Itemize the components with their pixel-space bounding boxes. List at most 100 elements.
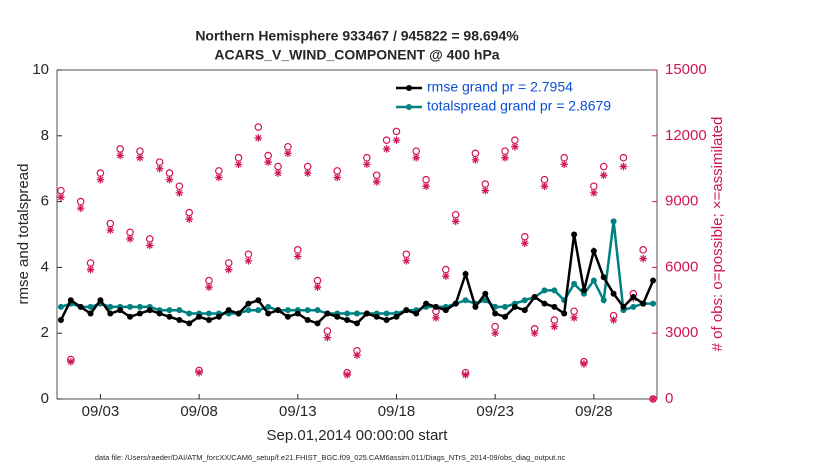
point xyxy=(245,300,252,307)
point xyxy=(166,307,173,314)
assimilated-marker xyxy=(353,351,361,359)
possible-marker xyxy=(619,153,628,162)
assimilated-marker xyxy=(451,217,460,226)
possible-marker xyxy=(333,167,342,175)
possible-marker xyxy=(392,127,401,136)
point xyxy=(67,297,74,304)
point xyxy=(363,310,370,317)
possible-marker xyxy=(264,151,272,160)
footnote: data file: /Users/raeder/DAI/ATM_forcXX/… xyxy=(95,453,566,462)
possible-marker xyxy=(155,158,164,166)
assimilated-marker xyxy=(442,272,450,280)
assimilated-marker xyxy=(67,357,75,366)
possible-marker xyxy=(284,142,292,151)
point xyxy=(541,300,548,307)
possible-marker xyxy=(382,136,391,144)
assimilated-marker xyxy=(471,156,480,164)
point xyxy=(127,303,134,310)
x-tick-label: 09/23 xyxy=(476,403,514,420)
y-tick-label: 4 xyxy=(41,258,49,275)
y-tick-label: 0 xyxy=(41,390,49,407)
y-tick-label: 8 xyxy=(41,127,49,144)
assimilated-marker xyxy=(165,175,174,184)
point xyxy=(344,310,351,317)
x-tick-label: 09/18 xyxy=(378,403,416,420)
point xyxy=(176,307,183,314)
possible-marker xyxy=(520,232,529,241)
legend-box xyxy=(392,78,576,118)
assimilated-marker xyxy=(244,257,253,265)
possible-marker xyxy=(234,153,243,162)
y2-axis-label: # of obs: o=possible; ×=assimilated xyxy=(709,117,726,352)
assimilated-marker xyxy=(501,153,509,162)
point xyxy=(650,300,657,307)
possible-marker xyxy=(323,327,332,335)
possible-marker xyxy=(303,162,312,171)
point xyxy=(275,307,282,314)
y-tick-label: 10 xyxy=(32,61,49,78)
point xyxy=(354,310,360,317)
point xyxy=(442,307,449,314)
point xyxy=(205,310,212,317)
assimilated-marker xyxy=(402,257,411,265)
point xyxy=(87,310,94,317)
point xyxy=(255,307,262,314)
assimilated-marker xyxy=(185,215,194,223)
possible-marker xyxy=(215,167,223,175)
point xyxy=(117,307,124,314)
point xyxy=(383,317,390,324)
point xyxy=(97,297,104,304)
point xyxy=(492,310,499,317)
possible-marker xyxy=(165,169,174,177)
assimilated-marker xyxy=(96,175,105,184)
point xyxy=(354,320,360,327)
y2-tick-label: 15000 xyxy=(665,61,707,78)
point xyxy=(511,303,518,310)
possible-marker xyxy=(402,250,411,259)
legend-marker xyxy=(406,85,412,91)
x-tick-label: 09/03 xyxy=(82,403,120,420)
assimilated-marker xyxy=(491,329,499,337)
possible-marker xyxy=(639,246,647,254)
legend-marker xyxy=(406,104,412,110)
point xyxy=(314,307,321,314)
chart-title: Northern Hemisphere 933467 / 945822 = 98… xyxy=(195,28,519,44)
y-tick-label: 2 xyxy=(41,324,49,341)
assimilated-marker xyxy=(106,226,115,234)
x-axis-label: Sep.01,2014 00:00:00 start xyxy=(267,427,449,444)
possible-marker xyxy=(599,162,608,171)
point xyxy=(304,317,311,324)
point xyxy=(650,277,657,284)
point xyxy=(304,307,311,314)
point xyxy=(215,313,222,320)
point xyxy=(284,307,291,314)
point xyxy=(571,280,578,287)
assimilated-marker xyxy=(580,360,588,368)
point xyxy=(620,303,627,310)
assimilated-marker xyxy=(264,158,272,166)
assimilated-marker xyxy=(116,151,124,160)
point xyxy=(265,303,272,310)
assimilated-marker xyxy=(136,153,144,162)
point xyxy=(482,290,489,297)
possible-marker xyxy=(511,136,519,144)
point xyxy=(502,313,509,320)
point xyxy=(127,313,134,320)
point xyxy=(136,310,143,317)
x-tick-label: 09/13 xyxy=(279,403,317,420)
point xyxy=(205,317,212,324)
point xyxy=(284,313,291,320)
assimilated-marker xyxy=(195,368,203,377)
point xyxy=(196,313,203,320)
point xyxy=(334,313,341,320)
point xyxy=(600,297,607,304)
assimilated-marker xyxy=(372,178,381,186)
y2-tick-label: 12000 xyxy=(665,127,707,144)
point xyxy=(580,287,587,294)
assimilated-marker xyxy=(461,371,470,379)
possible-marker xyxy=(570,307,578,316)
assimilated-marker xyxy=(126,235,134,243)
possible-marker xyxy=(76,197,85,206)
possible-marker xyxy=(372,171,381,180)
y2-tick-label: 0 xyxy=(665,390,673,407)
